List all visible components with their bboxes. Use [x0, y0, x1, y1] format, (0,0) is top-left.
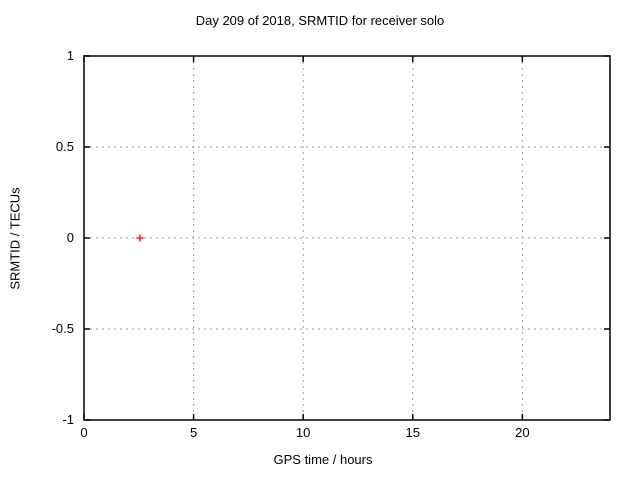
x-tick-label: 15	[406, 425, 420, 440]
y-tick-label: -1	[62, 412, 74, 427]
x-tick-label: 20	[515, 425, 529, 440]
x-tick-label: 0	[80, 425, 87, 440]
y-tick-label: 0	[67, 230, 74, 245]
chart-title: Day 209 of 2018, SRMTID for receiver sol…	[195, 13, 445, 28]
y-tick-label: -0.5	[52, 321, 74, 336]
y-tick-label: 1	[67, 48, 74, 63]
x-axis-label: GPS time / hours	[273, 452, 373, 467]
x-tick-label: 10	[296, 425, 310, 440]
x-tick-label: 5	[190, 425, 197, 440]
y-tick-label: 0.5	[56, 139, 74, 154]
